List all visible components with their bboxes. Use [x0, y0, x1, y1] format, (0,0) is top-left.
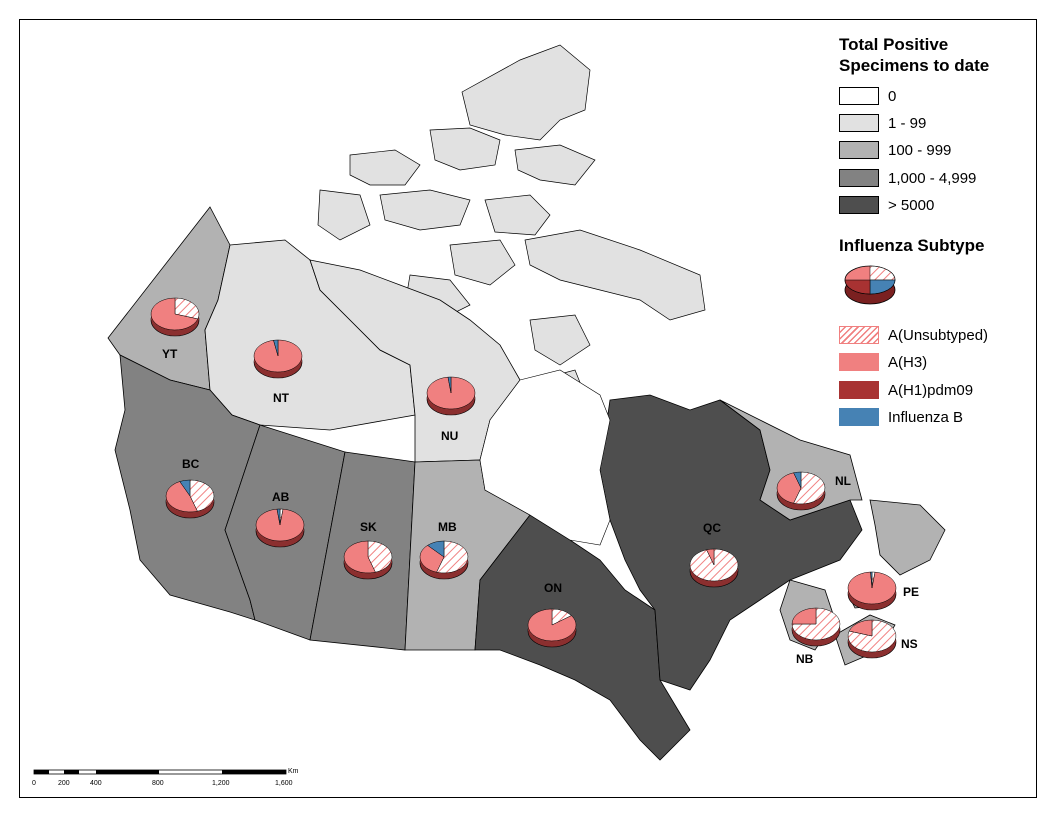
label-NT: NT [273, 391, 290, 405]
pie-chart [527, 608, 577, 648]
legend-swatch [839, 114, 879, 132]
legend-subtype-h1: A(H1)pdm09 [839, 380, 973, 400]
legend-class-0: 0 [839, 86, 896, 106]
hudson-bay [479, 369, 611, 546]
legend-class-1: 1 - 99 [839, 113, 926, 133]
scale-tick-400: 400 [90, 780, 102, 787]
label-QC: QC [703, 521, 721, 535]
pie-slice [870, 571, 873, 589]
pie-slice [793, 471, 826, 505]
pie-slice [847, 619, 897, 653]
pie-slice [165, 481, 198, 513]
label-PE: PE [903, 585, 919, 599]
legend-sample-pie [844, 265, 896, 305]
label-NL: NL [835, 474, 851, 488]
legend-subtype-unsubtyped: A(Unsubtyped) [839, 325, 988, 345]
legend-class-3: 1,000 - 4,999 [839, 168, 976, 188]
pie-charts [150, 297, 897, 659]
pie-slice [343, 540, 376, 574]
scale-tick-800: 800 [152, 780, 164, 787]
pie-slice [706, 548, 715, 566]
pie-chart [847, 619, 897, 659]
label-SK: SK [360, 520, 377, 534]
pie-slice [527, 608, 577, 642]
legend-label: Influenza B [888, 408, 964, 426]
legend-label: A(H1)pdm09 [888, 381, 974, 399]
legend-subtype-h3: A(H3) [839, 352, 927, 372]
pie-chart [255, 508, 305, 548]
scale-tick-200: 200 [58, 780, 70, 787]
legend-label: A(Unsubtyped) [888, 326, 989, 344]
legend-class-4: > 5000 [839, 195, 934, 215]
label-BC: BC [182, 457, 200, 471]
pie-chart [343, 540, 393, 580]
legend-swatch [839, 353, 879, 371]
pie-slice [189, 479, 215, 512]
newfoundland-island [869, 499, 946, 576]
legend-title-line2: Specimens to date [839, 56, 990, 75]
scale-bar [33, 769, 287, 775]
pie-slice [447, 376, 452, 394]
pie-slice [273, 339, 279, 357]
legend-swatch [839, 408, 879, 426]
scale-tick-0: 0 [32, 780, 36, 787]
scale-unit: Km [288, 768, 299, 775]
pie-slice [419, 545, 445, 573]
legend-swatch [839, 196, 879, 214]
pie-chart [776, 471, 826, 511]
pie-slice [791, 607, 841, 641]
label-NB: NB [796, 652, 814, 666]
legend-label: 1,000 - 4,999 [888, 169, 977, 187]
legend-label: 1 - 99 [888, 114, 927, 132]
label-ON: ON [544, 581, 562, 595]
pie-slice [776, 472, 802, 504]
legend-label: 100 - 999 [888, 141, 952, 159]
pie-chart [253, 339, 303, 379]
legend-swatch [839, 326, 879, 344]
province-NL [719, 399, 863, 521]
pie-chart [165, 479, 215, 519]
legend-swatch [839, 87, 879, 105]
pie-slice [174, 297, 200, 320]
pie-slice [179, 479, 191, 497]
pie-chart [689, 548, 739, 588]
legend-label: A(H3) [888, 353, 928, 371]
pie-slice [150, 297, 199, 331]
pie-slice [793, 471, 802, 489]
legend-swatch [839, 169, 879, 187]
label-NU: NU [441, 429, 458, 443]
legend-label: 0 [888, 87, 897, 105]
legend-subtype-b: Influenza B [839, 407, 963, 427]
legend-label: > 5000 [888, 196, 935, 214]
label-AB: AB [272, 490, 290, 504]
pie-chart [150, 297, 200, 337]
label-MB: MB [438, 520, 457, 534]
pie-chart [847, 571, 897, 611]
legend-swatch [839, 141, 879, 159]
legend-class-2: 100 - 999 [839, 140, 951, 160]
pie-slice [255, 508, 305, 542]
scale-tick-1200: 1,200 [212, 780, 230, 787]
legend-subtype-title: Influenza Subtype [839, 236, 985, 255]
pie-slice [848, 619, 873, 637]
legend-specimens-title: Total Positive Specimens to date [839, 34, 989, 76]
pie-chart [419, 540, 469, 580]
pie-slice [276, 508, 281, 526]
legend-swatch [839, 381, 879, 399]
label-YT: YT [162, 347, 178, 361]
legend-title-line1: Total Positive [839, 35, 949, 54]
scale-tick-1600: 1,600 [275, 780, 293, 787]
pie-slice [436, 540, 469, 574]
label-NS: NS [901, 637, 918, 651]
pie-slice [367, 540, 393, 573]
pie-chart [426, 376, 476, 416]
pie-slice [791, 607, 817, 625]
pie-chart [791, 607, 841, 647]
province-ON [474, 514, 691, 761]
pie-slice [427, 540, 445, 558]
